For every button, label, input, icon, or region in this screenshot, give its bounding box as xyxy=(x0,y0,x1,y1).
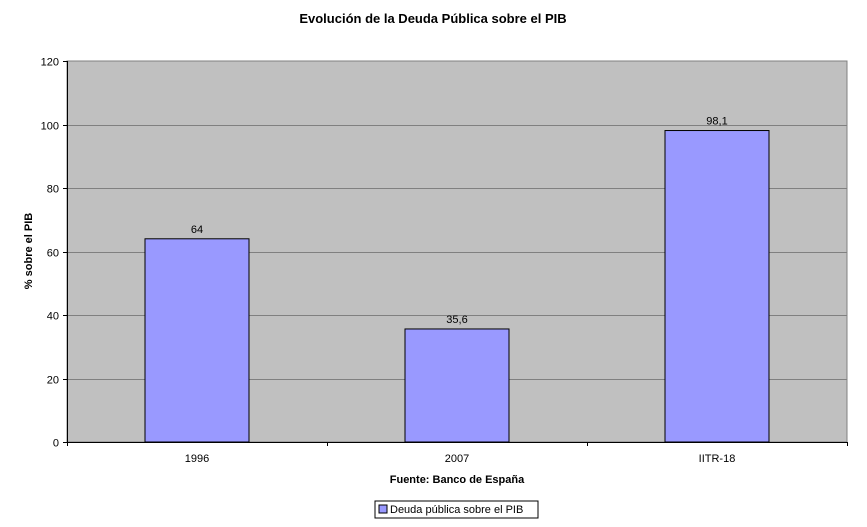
legend: Deuda pública sobre el PIB xyxy=(374,500,539,519)
data-label: 35,6 xyxy=(446,314,467,326)
bars: 64 35,6 98,1 xyxy=(144,116,770,443)
data-label: 64 xyxy=(191,224,203,236)
y-axis-title: % sobre el PIB xyxy=(23,213,35,289)
y-tick-label: 40 xyxy=(47,311,59,323)
bar-2007 xyxy=(404,328,510,443)
y-tick-label: 60 xyxy=(47,248,59,260)
x-tick-label: 2007 xyxy=(445,453,469,465)
data-label: 98,1 xyxy=(706,116,727,128)
x-axis-title: Fuente: Banco de España xyxy=(390,474,525,486)
legend-box xyxy=(374,500,539,519)
y-tick-label: 100 xyxy=(41,121,59,133)
legend-swatch xyxy=(378,504,388,514)
y-tick-label: 120 xyxy=(41,57,59,69)
y-tick-label: 20 xyxy=(47,375,59,387)
x-axis-ticks: 1996 2007 IITR-18 xyxy=(67,442,848,465)
x-tick-label: 1996 xyxy=(185,453,209,465)
y-axis-ticks: 0 20 40 60 80 100 120 xyxy=(41,57,847,450)
bar-IITR-18 xyxy=(664,130,770,443)
x-tick-label: IITR-18 xyxy=(699,453,736,465)
bar-1996 xyxy=(144,238,250,443)
y-tick-label: 80 xyxy=(47,184,59,196)
y-tick-label: 0 xyxy=(53,438,59,450)
chart-title: Evolución de la Deuda Pública sobre el P… xyxy=(299,11,566,26)
legend-label: Deuda pública sobre el PIB xyxy=(390,504,523,516)
